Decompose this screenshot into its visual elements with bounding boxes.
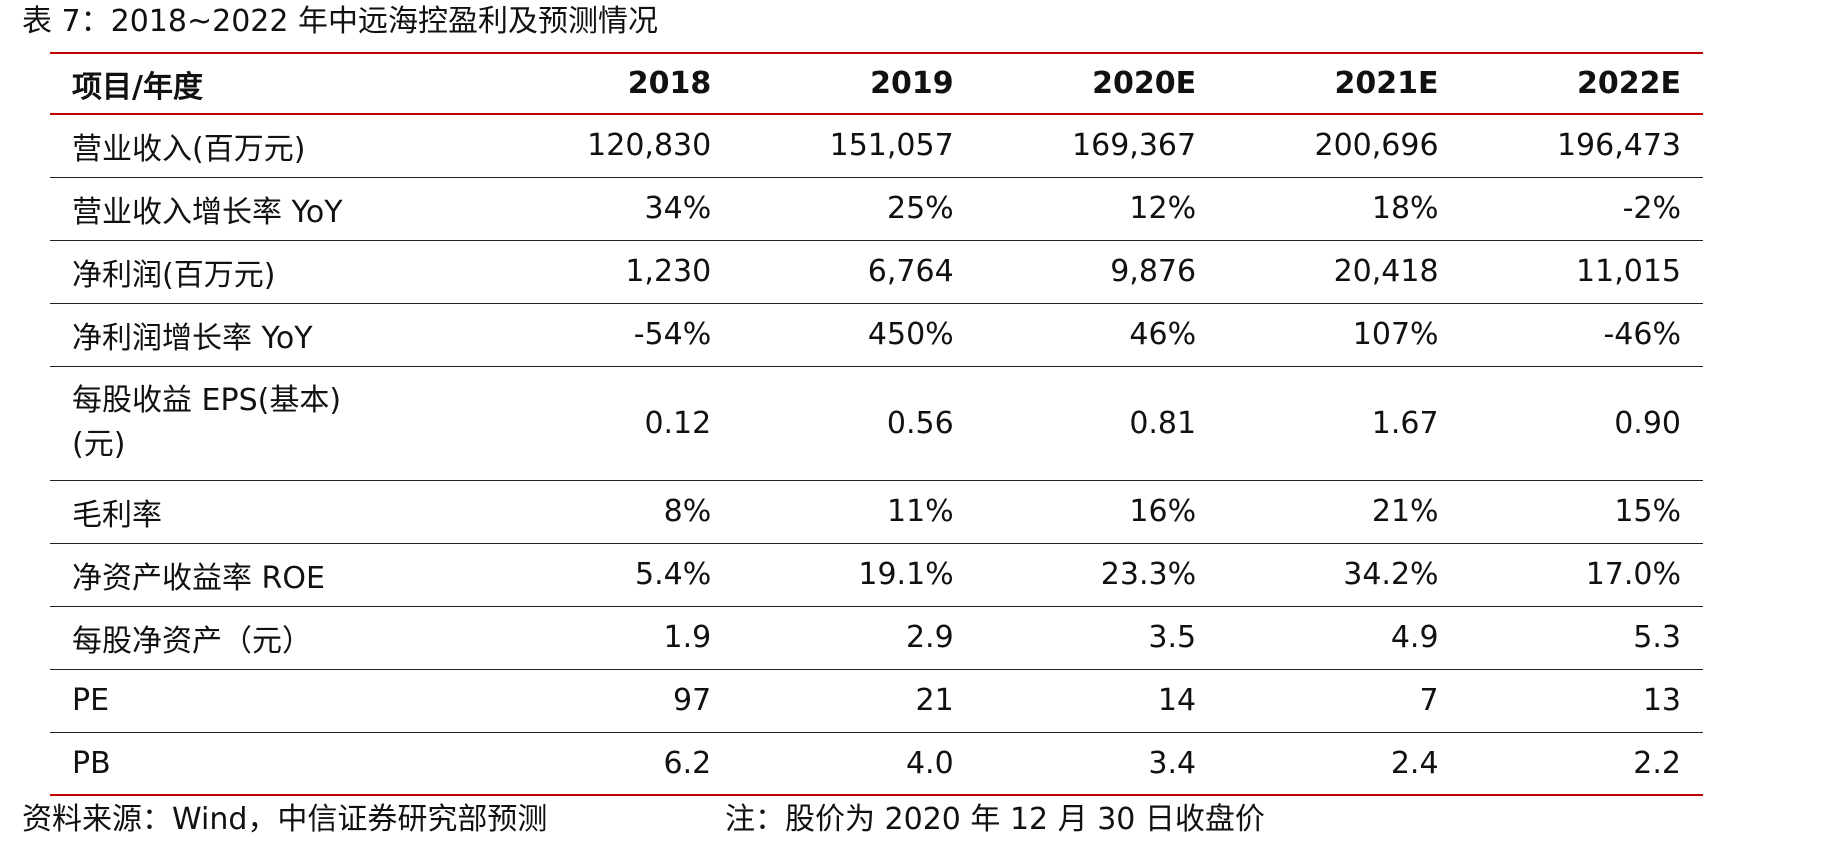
table-cell: 18%: [1371, 191, 1439, 226]
table-cell: 13: [1642, 683, 1681, 718]
table-cell: 120,830: [587, 128, 712, 164]
table-cell: 1.9: [663, 620, 712, 655]
table-cell: 9,876: [1110, 254, 1197, 289]
row-label: PE: [72, 683, 110, 718]
table-row-pe: PE 97 21 14 7 13: [50, 669, 1703, 732]
table-cell: 3.5: [1148, 620, 1197, 655]
table-cell: 7: [1419, 683, 1439, 718]
table-cell: 5.4%: [635, 557, 712, 592]
table-cell: 1,230: [625, 254, 712, 289]
table-cell: 97: [673, 683, 712, 718]
table-row-net-profit: 净利润(百万元) 1,230 6,764 9,876 20,418 11,015: [50, 240, 1703, 303]
table-cell: 2.2: [1633, 745, 1681, 781]
table-row-net-profit-growth: 净利润增长率 YoY -54% 450% 46% 107% -46%: [50, 303, 1703, 366]
table-cell: 23.3%: [1100, 557, 1197, 592]
table-cell: 11%: [886, 494, 954, 529]
header-2019: 2019: [870, 66, 954, 101]
table-cell: 8%: [663, 494, 712, 529]
row-label: 净利润增长率 YoY: [72, 320, 313, 356]
table-cell: 16%: [1129, 494, 1197, 529]
table-cell: 0.81: [1129, 405, 1197, 441]
table-row-pb: PB 6.2 4.0 3.4 2.4 2.2: [50, 732, 1703, 795]
table-cell: 5.3: [1633, 620, 1681, 655]
table-cell: 200,696: [1314, 128, 1439, 164]
table-cell: 14: [1157, 683, 1197, 718]
row-label: 营业收入(百万元): [72, 131, 306, 167]
table-cell: 34.2%: [1343, 557, 1439, 592]
table-row-roe: 净资产收益率 ROE 5.4% 19.1% 23.3% 34.2% 17.0%: [50, 543, 1703, 606]
table-cell: 12%: [1129, 191, 1197, 226]
price-note: 注：股价为 2020 年 12 月 30 日收盘价: [725, 802, 1265, 837]
header-item-year: 项目/年度: [72, 69, 203, 105]
table-cell: 450%: [867, 317, 954, 352]
row-label: PB: [72, 745, 111, 781]
table-cell: 46%: [1129, 317, 1197, 352]
table-cell: 19.1%: [858, 557, 954, 592]
table-cell: 6,764: [867, 254, 954, 289]
header-2020e: 2020E: [1092, 66, 1197, 101]
table-cell: -54%: [633, 317, 712, 352]
table-cell: 11,015: [1576, 254, 1681, 289]
table-cell: 21%: [1371, 494, 1439, 529]
table-header-row: 项目/年度 2018 2019 2020E 2021E 2022E: [50, 53, 1703, 114]
table-cell: 4.0: [905, 745, 954, 781]
row-label: 净资产收益率 ROE: [72, 560, 325, 596]
row-label: 营业收入增长率 YoY: [72, 194, 343, 230]
table-cell: 0.90: [1614, 405, 1681, 441]
header-2022e: 2022E: [1577, 66, 1681, 101]
table-cell: 17.0%: [1585, 557, 1681, 592]
table-cell: 169,367: [1072, 128, 1197, 164]
row-label: 毛利率: [72, 497, 162, 533]
table-cell: 21: [915, 683, 954, 718]
header-2021e: 2021E: [1334, 66, 1439, 101]
table-cell: 0.12: [644, 405, 712, 441]
source-note: 资料来源：Wind，中信证券研究部预测: [22, 802, 548, 837]
table-row-gross-margin: 毛利率 8% 11% 16% 21% 15%: [50, 480, 1703, 543]
table-cell: 2.4: [1390, 745, 1439, 781]
table-cell: 0.56: [886, 405, 954, 441]
table-caption: 表 7：2018~2022 年中远海控盈利及预测情况: [22, 4, 658, 39]
table-cell: 107%: [1352, 317, 1439, 352]
table-cell: 20,418: [1333, 254, 1439, 289]
row-label: 每股净资产（元）: [72, 623, 312, 659]
table-row-revenue-growth: 营业收入增长率 YoY 34% 25% 12% 18% -2%: [50, 177, 1703, 240]
table-cell: 196,473: [1556, 128, 1681, 164]
table-cell: 1.67: [1371, 405, 1439, 441]
table-row-revenue: 营业收入(百万元) 120,830 151,057 169,367 200,69…: [50, 114, 1703, 177]
table-row-bvps: 每股净资产（元） 1.9 2.9 3.5 4.9 5.3: [50, 606, 1703, 669]
earnings-forecast-table: 项目/年度 2018 2019 2020E 2021E 2022E 营业收入(百…: [50, 52, 1703, 796]
table-cell: -46%: [1603, 317, 1681, 352]
row-label: 净利润(百万元): [72, 257, 276, 293]
table-cell: 3.4: [1148, 745, 1197, 781]
table-cell: 4.9: [1390, 620, 1439, 655]
table-cell: 34%: [644, 191, 712, 226]
table-cell: 6.2: [663, 745, 712, 781]
table-cell: -2%: [1622, 191, 1681, 226]
header-2018: 2018: [627, 66, 712, 101]
table-cell: 151,057: [829, 128, 954, 164]
table-cell: 25%: [886, 191, 954, 226]
table-row-eps: 每股收益 EPS(基本)(元) 0.12 0.56 0.81 1.67 0.90: [50, 366, 1703, 480]
table-cell: 2.9: [905, 620, 954, 655]
table-cell: 15%: [1614, 494, 1681, 529]
row-label: 每股收益 EPS(基本)(元): [72, 383, 342, 462]
